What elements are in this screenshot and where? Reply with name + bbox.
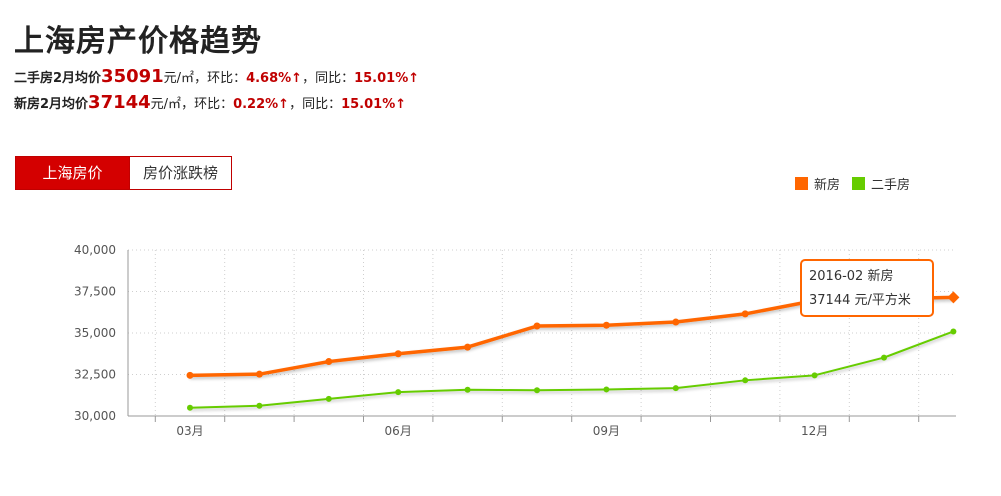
series-secondhand bbox=[187, 328, 957, 411]
newhouse-unit: 元/㎡ bbox=[150, 97, 182, 112]
data-point[interactable] bbox=[464, 386, 471, 393]
data-point[interactable] bbox=[534, 387, 540, 394]
tab-price-ranking[interactable]: 房价涨跌榜 bbox=[130, 156, 233, 190]
secondhand-label: 二手房2月均价 bbox=[14, 71, 102, 86]
secondhand-unit: 元/㎡ bbox=[163, 71, 195, 86]
newhouse-price: 37144 bbox=[88, 92, 151, 113]
tab-bar: 上海房价 房价涨跌榜 bbox=[15, 156, 233, 190]
data-point[interactable] bbox=[811, 372, 818, 379]
x-tick-label: 03月 bbox=[176, 424, 203, 438]
newhouse-mom-value: 0.22%↑ bbox=[233, 97, 290, 112]
x-tick-label: 06月 bbox=[385, 424, 412, 438]
axis-layer: 30,000 32,500 35,000 37,500 40,000 03月 06月 09月 1… bbox=[74, 243, 956, 438]
data-point[interactable] bbox=[742, 377, 749, 384]
data-point[interactable] bbox=[881, 354, 887, 361]
data-point[interactable] bbox=[533, 322, 541, 330]
legend-item-secondhand[interactable]: 二手房 bbox=[852, 174, 910, 193]
data-point[interactable] bbox=[186, 371, 194, 379]
secondhand-yoy-value: 15.01%↑ bbox=[354, 71, 420, 86]
data-point[interactable] bbox=[464, 343, 472, 351]
secondhand-price-summary: 二手房2月均价35091元/㎡，环比：4.68%↑，同比：15.01%↑ bbox=[14, 66, 419, 90]
tooltip-value: 37144 元/平方米 bbox=[809, 293, 911, 308]
chart-legend: 新房 二手房 bbox=[795, 174, 922, 193]
series-line bbox=[189, 330, 954, 409]
secondhand-yoy-label: ，同比： bbox=[302, 71, 355, 86]
newhouse-yoy-value: 15.01%↑ bbox=[341, 97, 407, 112]
data-point[interactable] bbox=[325, 358, 333, 366]
legend-label-secondhand: 二手房 bbox=[871, 178, 911, 193]
data-point[interactable] bbox=[187, 404, 193, 411]
data-tooltip: 2016-02 新房 37144 元/平方米 bbox=[800, 259, 934, 317]
secondhand-price: 35091 bbox=[101, 66, 164, 87]
x-tick-label: 09月 bbox=[593, 424, 620, 438]
y-tick-label: 35,000 bbox=[74, 326, 116, 340]
legend-item-newhouse[interactable]: 新房 bbox=[795, 174, 840, 193]
data-point[interactable] bbox=[256, 402, 263, 409]
data-point[interactable] bbox=[255, 370, 263, 378]
data-point[interactable] bbox=[741, 310, 749, 318]
data-point-highlight[interactable] bbox=[947, 291, 960, 304]
page-title: 上海房产价格趋势 bbox=[14, 24, 262, 59]
data-point[interactable] bbox=[602, 321, 610, 329]
y-tick-label: 30,000 bbox=[74, 409, 116, 423]
newhouse-price-summary: 新房2月均价37144元/㎡，环比：0.22%↑，同比：15.01%↑ bbox=[14, 92, 406, 116]
newhouse-label: 新房2月均价 bbox=[14, 97, 89, 112]
legend-swatch-secondhand bbox=[852, 177, 866, 190]
newhouse-yoy-label: ，同比： bbox=[289, 97, 342, 112]
newhouse-mom-label: ，环比： bbox=[181, 97, 234, 112]
y-tick-label: 40,000 bbox=[74, 243, 116, 257]
data-point[interactable] bbox=[950, 328, 957, 335]
data-point[interactable] bbox=[672, 318, 680, 326]
y-tick-label: 37,500 bbox=[74, 285, 116, 299]
data-point[interactable] bbox=[395, 389, 402, 396]
tab-shanghai-price[interactable]: 上海房价 bbox=[15, 156, 130, 190]
x-tick-label: 12月 bbox=[801, 424, 828, 438]
secondhand-mom-value: 4.68%↑ bbox=[246, 71, 303, 86]
y-tick-label: 32,500 bbox=[74, 368, 116, 382]
data-point[interactable] bbox=[603, 386, 610, 393]
data-point[interactable] bbox=[394, 350, 402, 358]
secondhand-mom-label: ，环比： bbox=[194, 71, 247, 86]
tooltip-title: 2016-02 新房 bbox=[809, 269, 894, 284]
legend-label-newhouse: 新房 bbox=[814, 178, 841, 193]
data-point[interactable] bbox=[672, 385, 679, 392]
data-point[interactable] bbox=[325, 395, 332, 402]
legend-swatch-newhouse bbox=[795, 177, 808, 190]
